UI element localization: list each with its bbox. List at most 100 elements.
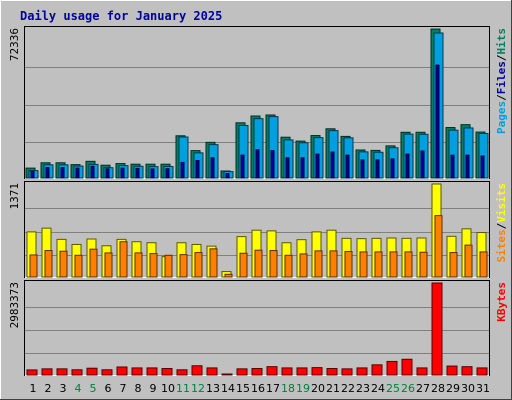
bottom-y-max-label: 2983373 bbox=[8, 282, 21, 328]
middle-bar-sites: Sites 27: 365 bbox=[419, 251, 428, 278]
day-label: 7 bbox=[120, 382, 127, 395]
middle-bar-sites: Sites 13: 415 bbox=[209, 248, 218, 278]
day-label: 27 bbox=[416, 382, 430, 395]
top-bar-files: Files 13: 9800 bbox=[210, 157, 215, 179]
day-label: 21 bbox=[326, 382, 340, 395]
top-legend-entry: Files bbox=[495, 61, 508, 94]
day-label: 22 bbox=[341, 382, 355, 395]
middle-legend-entry: Visits bbox=[495, 183, 508, 223]
top-bar-files: Files 15: 11100 bbox=[240, 154, 245, 179]
middle-bar-sites: Sites 14: 40 bbox=[224, 273, 233, 278]
bottom-bar-kbytes: KBytes 4: 170000 bbox=[71, 369, 83, 376]
middle-bar-sites: Sites 9: 345 bbox=[149, 253, 158, 278]
middle-bar-sites: Sites 7: 520 bbox=[119, 241, 128, 278]
middle-bar-sites: Sites 5: 410 bbox=[89, 248, 98, 278]
top-bar-files: Files 9: 4400 bbox=[150, 168, 155, 179]
middle-bar-sites: Sites 12: 360 bbox=[194, 252, 203, 278]
bottom-bar-kbytes: KBytes 14: 15000 bbox=[221, 373, 233, 376]
bottom-bar-kbytes: KBytes 27: 230000 bbox=[416, 367, 428, 376]
top-legend-entry: / bbox=[495, 54, 508, 61]
middle-bar-sites: Sites 29: 360 bbox=[449, 252, 458, 278]
bottom-bar-kbytes: KBytes 19: 230000 bbox=[296, 367, 308, 376]
middle-bar-sites: Sites 20: 385 bbox=[314, 250, 323, 278]
top-bar-files: Files 27: 13100 bbox=[420, 150, 425, 179]
middle-bar-sites: Sites 31: 370 bbox=[479, 251, 488, 278]
top-bar-files: Files 26: 11600 bbox=[405, 153, 410, 179]
top-bar-files: Files 1: 3200 bbox=[30, 170, 35, 179]
bottom-bar-kbytes: KBytes 7: 260000 bbox=[116, 366, 128, 376]
bottom-bar-kbytes: KBytes 15: 200000 bbox=[236, 368, 248, 376]
bottom-bar-kbytes: KBytes 11: 170000 bbox=[176, 369, 188, 376]
middle-legend-entry: / bbox=[495, 222, 508, 229]
bottom-bar-kbytes: KBytes 10: 210000 bbox=[161, 368, 173, 376]
top-bar-files: Files 19: 9800 bbox=[300, 157, 305, 179]
day-label: 5 bbox=[90, 382, 97, 395]
top-legend-entry: Pages bbox=[495, 101, 508, 134]
middle-bar-sites: Sites 15: 350 bbox=[239, 252, 248, 278]
middle-bar-sites: Sites 4: 320 bbox=[74, 254, 83, 278]
day-label: 9 bbox=[150, 382, 157, 395]
day-label: 6 bbox=[105, 382, 112, 395]
middle-bar-sites: Sites 25: 370 bbox=[389, 251, 398, 278]
middle-bar-sites: Sites 10: 320 bbox=[164, 254, 173, 278]
bottom-bar-kbytes: KBytes 26: 510000 bbox=[401, 358, 413, 376]
middle-bar-sites: Sites 16: 395 bbox=[254, 249, 263, 278]
day-label: 13 bbox=[206, 382, 220, 395]
bottom-bar-kbytes: KBytes 20: 240000 bbox=[311, 367, 323, 376]
top-bar-files: Files 29: 11100 bbox=[450, 154, 455, 179]
top-legend-entry: Hits bbox=[495, 28, 508, 55]
middle-bar-sites: Sites 24: 370 bbox=[374, 251, 383, 278]
top-bar-files: Files 21: 12600 bbox=[330, 151, 335, 179]
top-bar-files: Files 11: 7600 bbox=[180, 161, 185, 179]
day-label: 23 bbox=[356, 382, 370, 395]
middle-bar-sites: Sites 18: 320 bbox=[284, 254, 293, 278]
middle-bar-sites: Sites 2: 390 bbox=[44, 250, 53, 278]
day-label: 20 bbox=[311, 382, 325, 395]
day-label: 19 bbox=[296, 382, 310, 395]
bottom-bar-kbytes: KBytes 22: 200000 bbox=[341, 368, 353, 376]
top-bar-files: Files 31: 10700 bbox=[480, 155, 485, 179]
top-bar-files: Files 6: 4400 bbox=[105, 168, 110, 179]
bottom-legend: KBytes bbox=[495, 282, 508, 322]
bottom-panel-frame bbox=[24, 280, 490, 376]
bottom-bar-kbytes: KBytes 23: 230000 bbox=[356, 367, 368, 376]
top-bar-files: Files 22: 11100 bbox=[345, 154, 350, 179]
day-label: 28 bbox=[431, 382, 445, 395]
middle-bar-sites: Sites 23: 370 bbox=[359, 251, 368, 278]
top-bar-files: Files 20: 11600 bbox=[315, 153, 320, 179]
top-bar-files: Files 4: 4800 bbox=[75, 167, 80, 179]
top-bar-files: Files 5: 5700 bbox=[90, 165, 95, 179]
day-label: 8 bbox=[135, 382, 142, 395]
bottom-bar-kbytes: KBytes 16: 210000 bbox=[251, 368, 263, 376]
middle-legend: Sites/Visits bbox=[495, 183, 508, 263]
bottom-bar-kbytes: KBytes 29: 290000 bbox=[446, 365, 458, 376]
day-label: 29 bbox=[446, 382, 460, 395]
top-bar-files: Files 16: 13700 bbox=[255, 149, 260, 179]
middle-bar-sites: Sites 17: 390 bbox=[269, 250, 278, 278]
middle-bar-sites: Sites 8: 355 bbox=[134, 252, 143, 278]
day-label: 12 bbox=[191, 382, 205, 395]
top-bar-files: Files 14: 2200 bbox=[225, 172, 230, 179]
day-label: 11 bbox=[176, 382, 190, 395]
top-bar-files: Files 12: 8500 bbox=[195, 159, 200, 179]
middle-bar-sites: Sites 30: 470 bbox=[464, 244, 473, 278]
middle-bar-sites: Sites 3: 380 bbox=[59, 250, 68, 278]
middle-bar-sites: Sites 26: 370 bbox=[404, 251, 413, 278]
day-label: 17 bbox=[266, 382, 280, 395]
bottom-panel: 2983373 KBytes KBytes 1: 165000KBytes 2: 2… bbox=[8, 280, 508, 376]
top-bar-files: Files 3: 5100 bbox=[60, 166, 65, 179]
top-bar-files: Files 7: 4800 bbox=[120, 167, 125, 179]
day-labels: 1 2 3 4 5 6 7 8 9 10 11 12 13 14 15 16 17 18 19 20 21 22 23 24 2… bbox=[30, 382, 491, 395]
bottom-bar-kbytes: KBytes 13: 230000 bbox=[206, 367, 218, 376]
top-bar-files: Files 17: 13300 bbox=[270, 150, 275, 179]
top-bar-files: Files 8: 4700 bbox=[135, 167, 140, 179]
top-bar-files: Files 25: 9300 bbox=[390, 158, 395, 179]
bottom-bar-kbytes: KBytes 28: 2983373 bbox=[431, 282, 443, 376]
day-label: 4 bbox=[75, 382, 82, 395]
day-label: 16 bbox=[251, 382, 265, 395]
day-label: 24 bbox=[371, 382, 385, 395]
chart-title: Daily usage for January 2025 bbox=[20, 9, 222, 23]
bottom-bar-kbytes: KBytes 12: 300000 bbox=[191, 365, 203, 376]
bottom-bar-kbytes: KBytes 25: 440000 bbox=[386, 360, 398, 376]
